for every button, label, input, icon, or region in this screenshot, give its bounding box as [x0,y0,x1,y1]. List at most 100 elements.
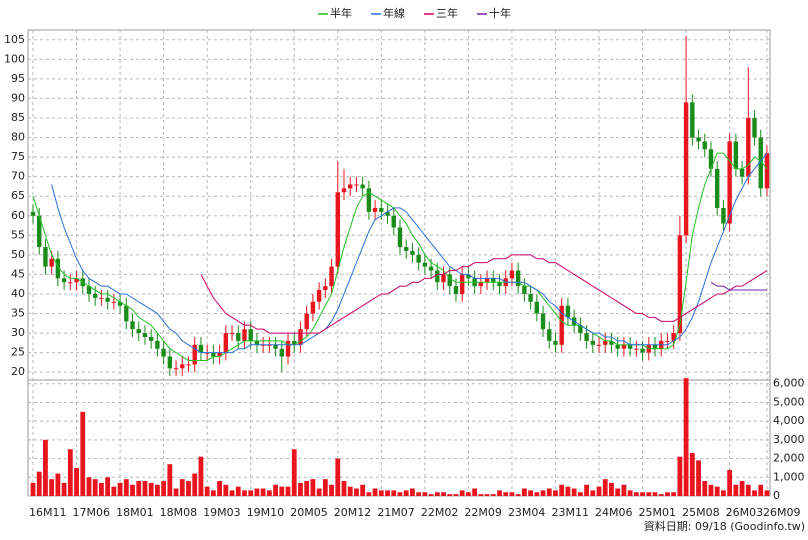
candle-body [273,344,278,349]
candle-body [447,274,452,287]
candle-body [354,184,359,186]
candle-body [509,270,515,279]
volume-bar [186,481,191,496]
candle-body [528,293,533,302]
x-tick-label: 25M01 [639,506,677,519]
candle-body [211,352,216,357]
volume-bar [397,492,403,496]
volume-bar [602,479,608,496]
y-tick-label: 85 [11,111,25,124]
volume-bar [714,486,720,496]
volume-bar [403,490,409,496]
volume-bar [316,488,322,496]
candle-body [43,247,48,267]
volume-bar [696,460,701,496]
candle-body [74,278,79,283]
candle-body [385,211,390,216]
candle-body [621,344,627,349]
volume-bar [198,456,204,496]
candle-body [652,344,658,349]
plot-frame [27,29,771,497]
candle-body [466,274,471,279]
candle-body [49,258,54,267]
candle-body [690,102,695,138]
candle-body [733,141,739,169]
ma-line [710,281,767,291]
candle-body [105,297,110,302]
y-tick-label: 90 [11,91,25,104]
candle-body [522,286,527,294]
volume-bar [80,411,86,496]
volume-bar [441,492,446,496]
volume-bar [596,486,602,496]
volume-bar [546,488,552,496]
volume-bar [179,479,185,496]
volume-bar [584,484,589,496]
candle-body [117,301,123,306]
x-tick-label: 17M06 [73,506,111,519]
candle-body [316,290,322,302]
candle-body [68,282,73,284]
volume-bar [354,488,359,496]
volume-bar [683,378,689,496]
volume-bar [764,490,770,496]
volume-bar [148,482,154,496]
candle-body [665,340,670,342]
candle-body [161,348,166,357]
candle-body [55,258,61,279]
candle-body [267,344,272,346]
volume-bar [689,452,695,496]
candle-body [497,282,502,287]
volume-bar [739,481,745,496]
candle-body [553,340,558,345]
y-tick-label: 30 [11,326,25,339]
candle-body [360,184,365,189]
candle-body [348,184,353,189]
volume-bar [490,494,496,496]
candle-body [366,188,372,212]
candle-body [236,333,241,341]
y-tick-label: 105 [4,33,25,46]
candle-body [677,235,683,334]
y-tick-label: 20 [11,365,25,378]
volume-bar [242,490,247,496]
volume-bar [627,490,633,496]
volume-bar [273,484,278,496]
candle-body [515,270,521,287]
candle-body [404,247,409,251]
candle-body [640,348,645,353]
x-tick-label: 19M03 [203,506,241,519]
volume-bar [92,479,98,496]
y-tick-label: 55 [11,228,25,241]
candle-body [721,207,726,224]
volume-bar [453,494,459,496]
candle-body [180,364,185,369]
candle-body [130,321,135,330]
candle-body [323,286,328,291]
volume-bar [260,488,266,496]
volume-tick-label: 5,000 [773,395,805,408]
candle-body [148,336,154,341]
candle-body [428,266,434,271]
x-tick-label: 25M08 [682,506,720,519]
volume-tick-label: 0 [773,489,780,502]
volume-bar [310,479,316,496]
volume-bar [708,484,714,496]
candle-body [410,250,415,255]
legend-label: 三年 [436,6,458,20]
y-tick-label: 100 [4,52,25,65]
candle-body [540,313,546,330]
x-tick-label: 21M07 [377,506,415,519]
candle-body [584,333,589,341]
candle-body [142,333,148,337]
volume-bar [322,479,328,496]
volume-bar [559,484,565,496]
y-tick-label: 60 [11,209,25,222]
volume-bar [111,486,117,496]
volume-bar [658,494,664,496]
candle-body [341,188,347,193]
candle-body [422,262,428,267]
volume-bar [428,494,434,496]
volume-bar [43,439,48,496]
